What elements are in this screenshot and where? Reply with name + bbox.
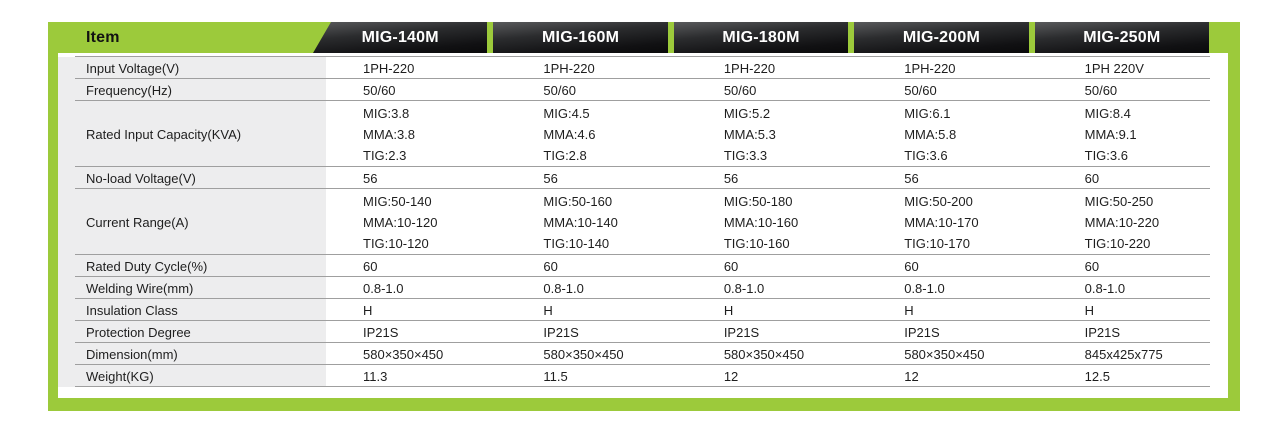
spec-value-cell: 50/60 xyxy=(904,82,937,98)
spec-value-cell: IP21S xyxy=(1084,324,1121,340)
spec-value-cell: 12.5 xyxy=(1084,368,1110,384)
row-label: Input Voltage(V) xyxy=(58,57,326,79)
spec-value-cell: 12 xyxy=(904,368,919,384)
header-separator xyxy=(75,56,1210,57)
spec-value-cell: 60 xyxy=(904,258,919,274)
spec-value-cell: 56 xyxy=(363,170,378,186)
table-row: Weight(KG) 11.3 11.5 12 12 12.5 xyxy=(58,365,1228,387)
spec-value-cell: 0.8-1.0 xyxy=(723,280,765,296)
spec-value-cell: 50/60 xyxy=(1084,82,1118,98)
spec-value-cell: 1PH-220 xyxy=(543,60,595,76)
spec-value-cell: 50/60 xyxy=(543,82,576,98)
row-label: Protection Degree xyxy=(58,321,326,343)
spec-table: Item MIG-140M MIG-160M MIG-180M MIG-200M… xyxy=(48,22,1240,411)
item-header-label: Item xyxy=(86,28,120,46)
row-label: Rated Input Capacity(KVA) xyxy=(58,101,326,167)
row-label: Current Range(A) xyxy=(58,189,326,255)
table-row: Dimension(mm) 580×350×450 580×350×450 58… xyxy=(58,343,1228,365)
row-label: Dimension(mm) xyxy=(58,343,326,365)
spec-value-cell: IP21S xyxy=(723,324,760,340)
table-row: Rated Input Capacity(KVA) MIG:3.8 MMA:3.… xyxy=(58,101,1228,167)
spec-value-cell: H xyxy=(723,302,734,318)
model-header-cell: MIG-200M xyxy=(854,22,1029,53)
spec-value-cell: MIG:50-200 MMA:10-170 TIG:10-170 xyxy=(904,193,979,251)
spec-value-cell: IP21S xyxy=(543,324,579,340)
model-header-cell: MIG-160M xyxy=(493,22,668,53)
table-row: Current Range(A) MIG:50-140 MMA:10-120 T… xyxy=(58,189,1228,255)
row-label: No-load Voltage(V) xyxy=(58,167,326,189)
table-row: Protection Degree IP21S IP21S IP21S IP21… xyxy=(58,321,1228,343)
spec-value-cell: H xyxy=(543,302,553,318)
model-header-cell: MIG-180M xyxy=(673,22,849,53)
spec-value-cell: 0.8-1.0 xyxy=(1084,280,1126,296)
spec-value-cell: 11.5 xyxy=(543,368,568,384)
spec-value-cell: MIG:3.8 MMA:3.8 TIG:2.3 xyxy=(363,105,416,163)
model-header-cell: MIG-250M xyxy=(1034,22,1210,53)
table-row: Insulation Class H H H H H xyxy=(58,299,1228,321)
header-row: Item MIG-140M MIG-160M MIG-180M MIG-200M… xyxy=(58,22,1228,53)
spec-value-cell: 1PH-220 xyxy=(904,60,956,76)
spec-value-cell: 60 xyxy=(1084,170,1100,186)
spec-value-cell: 0.8-1.0 xyxy=(543,280,584,296)
spec-value-cell: 0.8-1.0 xyxy=(363,280,404,296)
spec-value-cell: 11.3 xyxy=(363,368,388,384)
table-row: Welding Wire(mm) 0.8-1.0 0.8-1.0 0.8-1.0… xyxy=(58,277,1228,299)
model-header-cells: MIG-140M MIG-160M MIG-180M MIG-200M MIG-… xyxy=(313,22,1210,53)
spec-value-cell: 580×350×450 xyxy=(363,346,444,362)
spec-value-cell: MIG:50-180 MMA:10-160 TIG:10-160 xyxy=(723,193,799,251)
spec-value-cell: H xyxy=(363,302,373,318)
spec-value-cell: IP21S xyxy=(904,324,940,340)
model-header-cell: MIG-140M xyxy=(313,22,488,53)
table-body: Input Voltage(V) 1PH-220 1PH-220 1PH-220… xyxy=(58,53,1228,387)
table-row: No-load Voltage(V) 56 56 56 56 60 xyxy=(58,167,1228,189)
spec-value-cell: MIG:50-160 MMA:10-140 TIG:10-140 xyxy=(543,193,618,251)
spec-value-cell: 50/60 xyxy=(363,82,396,98)
row-label: Rated Duty Cycle(%) xyxy=(58,255,326,277)
row-label: Welding Wire(mm) xyxy=(58,277,326,299)
row-label: Insulation Class xyxy=(58,299,326,321)
spec-value-cell: 56 xyxy=(904,170,919,186)
row-label: Weight(KG) xyxy=(58,365,326,387)
table-row: Rated Duty Cycle(%) 60 60 60 60 60 xyxy=(58,255,1228,277)
spec-value-cell: 60 xyxy=(723,258,739,274)
table-row: Input Voltage(V) 1PH-220 1PH-220 1PH-220… xyxy=(58,57,1228,79)
spec-value-cell: 845x425x775 xyxy=(1084,346,1163,362)
spec-value-cell: 580×350×450 xyxy=(543,346,624,362)
spec-value-cell: 0.8-1.0 xyxy=(904,280,945,296)
spec-value-cell: 580×350×450 xyxy=(904,346,985,362)
spec-value-cell: MIG:4.5 MMA:4.6 TIG:2.8 xyxy=(543,105,596,163)
spec-value-cell: 580×350×450 xyxy=(723,346,805,362)
spec-value-cell: MIG:5.2 MMA:5.3 TIG:3.3 xyxy=(723,105,776,163)
table-row: Frequency(Hz) 50/60 50/60 50/60 50/60 50… xyxy=(58,79,1228,101)
spec-value-cell: 56 xyxy=(543,170,558,186)
spec-value-cell: MIG:50-250 MMA:10-220 TIG:10-220 xyxy=(1084,193,1160,251)
item-header-cell: Item xyxy=(58,22,326,53)
spec-value-cell: 60 xyxy=(1084,258,1100,274)
spec-value-cell: MIG:8.4 MMA:9.1 TIG:3.6 xyxy=(1084,105,1137,163)
spec-value-cell: 1PH 220V xyxy=(1084,60,1144,76)
spec-value-cell: 50/60 xyxy=(723,82,757,98)
spec-value-cell: 60 xyxy=(363,258,378,274)
spec-value-cell: H xyxy=(904,302,914,318)
spec-value-cell: IP21S xyxy=(363,324,399,340)
spec-value-cell: MIG:6.1 MMA:5.8 TIG:3.6 xyxy=(904,105,957,163)
spec-value-cell: 60 xyxy=(543,258,558,274)
spec-value-cell: 12 xyxy=(723,368,739,384)
spec-value-cell: 56 xyxy=(723,170,739,186)
spec-value-cell: MIG:50-140 MMA:10-120 TIG:10-120 xyxy=(363,193,438,251)
row-label: Frequency(Hz) xyxy=(58,79,326,101)
spec-value-cell: 1PH-220 xyxy=(723,60,776,76)
spec-value-cell: H xyxy=(1084,302,1095,318)
spec-value-cell: 1PH-220 xyxy=(363,60,415,76)
